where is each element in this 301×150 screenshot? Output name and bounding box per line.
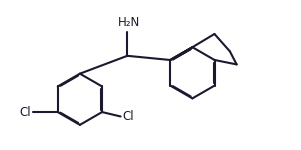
Text: H₂N: H₂N xyxy=(117,16,140,29)
Text: Cl: Cl xyxy=(123,110,135,123)
Text: Cl: Cl xyxy=(20,106,31,118)
